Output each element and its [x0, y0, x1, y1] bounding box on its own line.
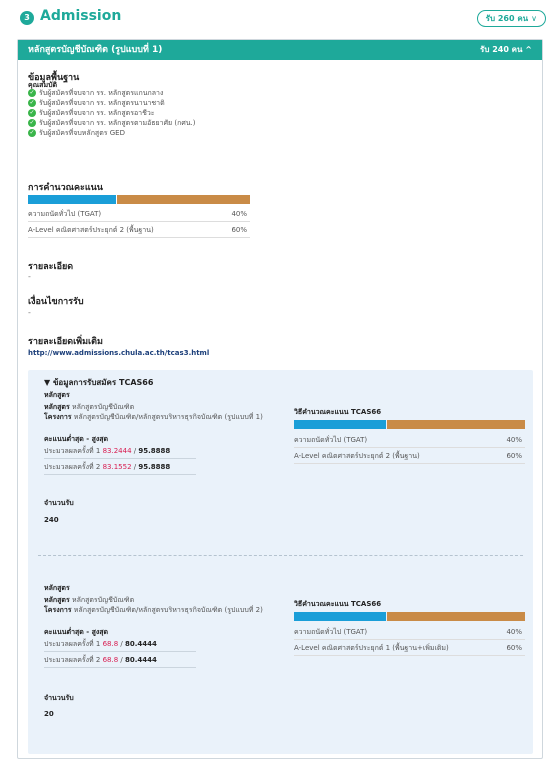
- table-row: ความถนัดทั่วไป (TGAT) 40%: [28, 206, 250, 222]
- program-card: หลักสูตรบัญชีบัณฑิต (รูปแบบที่ 1) รับ 24…: [17, 39, 543, 759]
- curriculum-label: หลักสูตร: [44, 584, 70, 592]
- program-seats: รับ 240 คน ^: [480, 45, 532, 54]
- tcas-weight-bar: [294, 420, 525, 429]
- table-row: ความถนัดทั่วไป (TGAT) 40%: [294, 432, 525, 448]
- seats-label: จำนวนรับ: [44, 694, 74, 702]
- score-weight-bar: [28, 195, 250, 204]
- curriculum-label: หลักสูตร: [44, 391, 70, 399]
- tcas-weight-table: ความถนัดทั่วไป (TGAT) 40% A-Level คณิตศาส…: [294, 624, 525, 656]
- total-seats-toggle[interactable]: รับ 260 คน ∨: [476, 10, 546, 27]
- weight-segment-alevel: [387, 612, 525, 621]
- table-row: A-Level คณิตศาสตร์ประยุกต์ 2 (พื้นฐาน) 60…: [28, 222, 250, 238]
- details-title: รายละเอียด: [28, 262, 74, 272]
- seats-value: 240: [44, 516, 59, 524]
- seats-label: จำนวนรับ: [44, 499, 74, 507]
- block-divider: [38, 555, 523, 556]
- details-value: -: [28, 272, 31, 281]
- admission-header: 3 Admission รับ 260 คน ∨: [0, 0, 560, 38]
- weight-segment-tgat: [28, 195, 117, 204]
- tcas-weight-bar: [294, 612, 525, 621]
- qualification-list: ✓ รับผู้สมัครที่จบจาก รร. หลักสูตรแกนกลาง…: [28, 88, 196, 138]
- minmax-label: คะแนนต่ำสุด - สูงสุด: [44, 435, 109, 443]
- tcas-score-title: วิธีคำนวณคะแนน TCAS66: [294, 600, 382, 608]
- round2-scores: ประมวลผลครั้งที่ 2 83.1552 / 95.8888: [44, 462, 196, 475]
- chevron-up-icon: ^: [525, 45, 532, 54]
- admissions-link[interactable]: http://www.admissions.chula.ac.th/tcas3.…: [28, 349, 210, 357]
- tcas-score-title: วิธีคำนวณคะแนน TCAS66: [294, 408, 382, 416]
- table-row: ความถนัดทั่วไป (TGAT) 40%: [294, 624, 525, 640]
- project-line: โครงการ หลักสูตรบัญชีบัณฑิต/หลักสูตรบริห…: [44, 413, 263, 421]
- tcas-toggle[interactable]: ▼ ข้อมูลการรับสมัคร TCAS66: [44, 378, 154, 387]
- check-icon: ✓: [28, 119, 36, 127]
- tcas-details-panel: ▼ ข้อมูลการรับสมัคร TCAS66 หลักสูตร หลัก…: [28, 370, 533, 754]
- round1-scores: ประมวลผลครั้งที่ 1 83.2444 / 95.8888: [44, 446, 196, 459]
- basic-info-title: ข้อมูลพื้นฐาน: [28, 73, 80, 83]
- list-item: ✓ รับผู้สมัครที่จบจาก รร. หลักสูตรอาชีวะ: [28, 109, 155, 117]
- list-item: ✓ รับผู้สมัครที่จบหลักสูตร GED: [28, 129, 125, 137]
- program-header[interactable]: หลักสูตรบัญชีบัณฑิต (รูปแบบที่ 1) รับ 24…: [18, 40, 542, 60]
- qualifications-label: คุณสมบัติ: [28, 81, 58, 89]
- table-row: A-Level คณิตศาสตร์ประยุกต์ 1 (พื้นฐาน+เพ…: [294, 640, 525, 656]
- check-icon: ✓: [28, 89, 36, 97]
- conditions-title: เงื่อนไขการรับ: [28, 297, 84, 307]
- project-line: โครงการ หลักสูตรบัญชีบัณฑิต/หลักสูตรบริห…: [44, 606, 263, 614]
- weight-segment-tgat: [294, 612, 386, 621]
- weight-segment-alevel: [387, 420, 525, 429]
- weight-segment-tgat: [294, 420, 386, 429]
- check-icon: ✓: [28, 99, 36, 107]
- conditions-value: -: [28, 308, 31, 317]
- list-item: ✓ รับผู้สมัครที่จบจาก รร. หลักสูตรนานาชาต…: [28, 99, 165, 107]
- program-name: หลักสูตรบัญชีบัณฑิต (รูปแบบที่ 1): [28, 45, 163, 55]
- list-item: ✓ รับผู้สมัครที่จบจาก รร. หลักสูตรแกนกลาง: [28, 89, 164, 97]
- table-row: A-Level คณิตศาสตร์ประยุกต์ 2 (พื้นฐาน) 60…: [294, 448, 525, 464]
- check-icon: ✓: [28, 109, 36, 117]
- minmax-label: คะแนนต่ำสุด - สูงสุด: [44, 628, 109, 636]
- seats-value: 20: [44, 710, 54, 718]
- chevron-down-icon: ∨: [531, 14, 537, 23]
- check-icon: ✓: [28, 129, 36, 137]
- total-seats-label: รับ 260 คน: [485, 14, 529, 23]
- tcas-weight-table: ความถนัดทั่วไป (TGAT) 40% A-Level คณิตศาส…: [294, 432, 525, 464]
- list-item: ✓ รับผู้สมัครที่จบจาก รร. หลักสูตรตามอัธย…: [28, 119, 196, 127]
- scoring-title: การคำนวณคะแนน: [28, 183, 103, 193]
- round2-scores: ประมวลผลครั้งที่ 2 68.8 / 80.4444: [44, 655, 196, 668]
- section-title: Admission: [40, 8, 122, 24]
- round1-scores: ประมวลผลครั้งที่ 1 68.8 / 80.4444: [44, 639, 196, 652]
- curriculum-line: หลักสูตร หลักสูตรบัญชีบัณฑิต: [44, 596, 135, 604]
- weight-segment-alevel: [117, 195, 250, 204]
- more-details-title: รายละเอียดเพิ่มเติม: [28, 337, 103, 347]
- curriculum-line: หลักสูตร หลักสูตรบัญชีบัณฑิต: [44, 403, 135, 411]
- score-weight-table: ความถนัดทั่วไป (TGAT) 40% A-Level คณิตศาส…: [28, 206, 250, 238]
- step-number-badge: 3: [20, 11, 34, 25]
